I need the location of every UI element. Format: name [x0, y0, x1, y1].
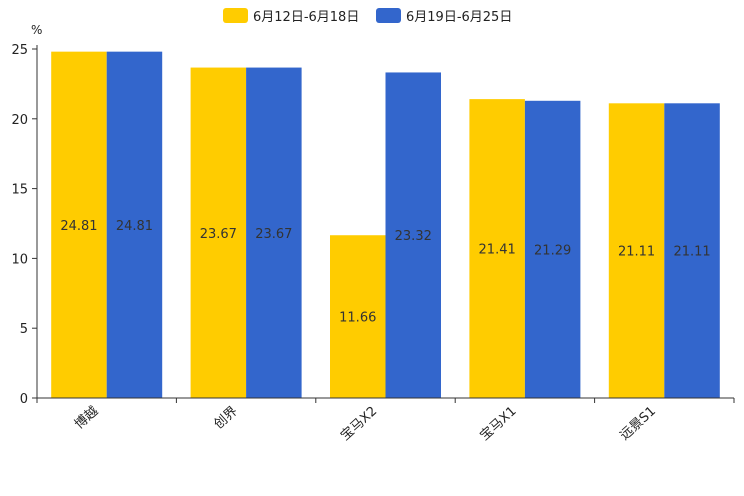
bar	[190, 67, 247, 398]
y-tick-label: 5	[20, 322, 28, 337]
bar-value-label: 11.66	[339, 311, 376, 326]
bar	[524, 100, 581, 399]
bar-value-label: 21.41	[479, 243, 516, 258]
legend-swatch	[376, 8, 401, 23]
x-tick-label: 宝马X1	[477, 404, 519, 444]
legend-label: 6月19日-6月25日	[406, 10, 512, 25]
bar-value-label: 21.11	[673, 245, 710, 260]
bar-value-label: 23.67	[255, 227, 292, 242]
x-axis: 博越 创界 宝马X2 宝马X1 远景S1	[36, 397, 735, 444]
x-tick-label: 宝马X2	[338, 404, 380, 444]
bar	[51, 51, 107, 398]
bar-value-label: 21.11	[618, 245, 655, 260]
bar-value-label: 24.81	[116, 219, 153, 234]
y-tick-label: 10	[11, 252, 28, 267]
x-tick-label: 创界	[211, 404, 240, 433]
bars: 24.81 24.81 23.67 23.67 11.66 23.32 21.41 21.29…	[51, 51, 720, 399]
y-axis: 0 5 10 15 20 25	[11, 43, 38, 407]
y-axis-unit-label: %	[31, 23, 42, 37]
bar	[469, 99, 525, 399]
bar	[246, 67, 302, 398]
bar	[608, 103, 665, 399]
bar	[664, 103, 720, 399]
bar-value-label: 23.32	[395, 229, 432, 244]
bar	[106, 51, 163, 398]
y-tick-label: 15	[11, 183, 28, 198]
bar-value-label: 24.81	[60, 219, 97, 234]
y-tick-label: 25	[11, 43, 28, 58]
bar	[330, 235, 386, 398]
legend-swatch	[223, 8, 248, 23]
bar-value-label: 23.67	[200, 227, 237, 242]
legend-label: 6月12日-6月18日	[253, 10, 359, 25]
y-tick-label: 20	[11, 113, 28, 128]
legend: 6月12日-6月18日 6月19日-6月25日	[223, 8, 512, 25]
bar	[385, 72, 441, 399]
y-tick-label: 0	[20, 392, 28, 407]
x-tick-label: 远景S1	[617, 404, 659, 444]
x-tick-label: 博越	[72, 404, 101, 433]
bar-value-label: 21.29	[534, 243, 571, 258]
